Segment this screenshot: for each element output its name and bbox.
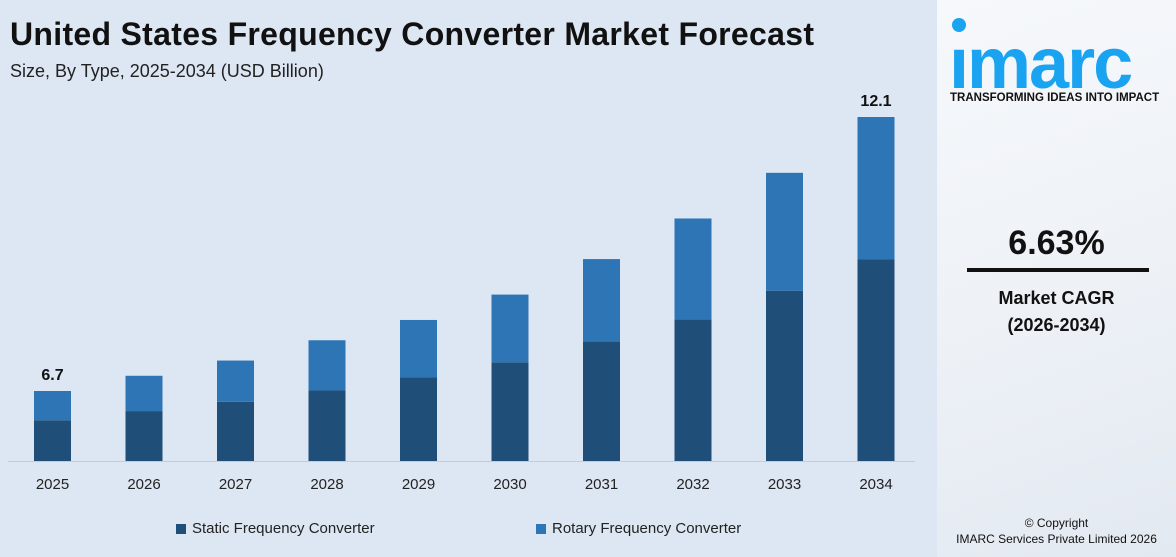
- svg-text:ımarc: ımarc: [949, 24, 1131, 93]
- bar-static-2027: [217, 401, 254, 461]
- data-label-2025: 6.7: [41, 367, 63, 384]
- legend-swatch-rotary: [536, 523, 546, 534]
- sidebar-panel: ımarc TRANSFORMING IDEAS INTO IMPACT 6.6…: [937, 0, 1176, 557]
- x-tick-label: 2032: [676, 476, 709, 493]
- legend-swatch-static: [176, 523, 186, 534]
- bar-rotary-2031: [583, 259, 620, 342]
- bar-rotary-2028: [308, 340, 346, 391]
- logo-tagline: TRANSFORMING IDEAS INTO IMPACT: [950, 92, 1160, 104]
- copyright-line2: IMARC Services Private Limited 2026: [956, 532, 1157, 546]
- bar-rotary-2025: [34, 391, 71, 421]
- x-tick-label: 2034: [859, 476, 892, 493]
- bar-rotary-2027: [217, 360, 254, 402]
- bar-static-2025: [34, 420, 71, 461]
- x-tick-label: 2030: [493, 476, 526, 493]
- bar-rotary-2033: [766, 172, 803, 291]
- legend-label-static: Static Frequency Converter: [192, 520, 375, 537]
- x-tick-label: 2033: [768, 476, 801, 493]
- legend-item-rotary: Rotary Frequency Converter: [536, 520, 741, 537]
- cagr-value: 6.63%: [1008, 224, 1105, 262]
- bar-static-2031: [583, 341, 620, 461]
- cagr-divider: [967, 268, 1149, 272]
- bar-static-2030: [491, 362, 529, 461]
- x-tick-label: 2031: [585, 476, 618, 493]
- copyright-line1: © Copyright: [1024, 516, 1089, 530]
- bar-static-2032: [674, 319, 712, 461]
- x-tick-label: 2025: [36, 476, 69, 493]
- bar-static-2026: [125, 411, 163, 461]
- x-tick-label: 2026: [127, 476, 160, 493]
- cagr-label: Market CAGR (2026-2034): [937, 285, 1176, 339]
- x-tick-label: 2027: [219, 476, 252, 493]
- imarc-logo: ımarc: [949, 18, 1133, 93]
- bar-static-2033: [766, 290, 803, 461]
- legend-item-static: Static Frequency Converter: [176, 520, 375, 537]
- cagr-label-line1: Market CAGR: [998, 288, 1115, 308]
- bar-static-2028: [308, 390, 346, 461]
- bar-static-2029: [400, 377, 437, 461]
- cagr-label-line2: (2026-2034): [1007, 315, 1106, 335]
- bar-rotary-2034: [857, 117, 895, 260]
- chart-title: United States Frequency Converter Market…: [10, 16, 815, 52]
- x-tick-label: 2028: [310, 476, 343, 493]
- bar-rotary-2032: [674, 218, 712, 320]
- bar-rotary-2029: [400, 319, 437, 378]
- legend-label-rotary: Rotary Frequency Converter: [552, 520, 742, 537]
- bar-rotary-2026: [125, 375, 163, 412]
- bar-rotary-2030: [491, 294, 529, 363]
- data-label-2034: 12.1: [860, 93, 891, 110]
- bar-static-2034: [857, 259, 895, 461]
- copyright: © Copyright IMARC Services Private Limit…: [937, 515, 1176, 547]
- x-tick-label: 2029: [402, 476, 435, 493]
- stacked-bar-chart: 2025 6.7 2026 2027 2028 2029 2030 2031 2032 2033 2…: [8, 93, 915, 493]
- chart-subtitle: Size, By Type, 2025-2034 (USD Billion): [10, 61, 324, 81]
